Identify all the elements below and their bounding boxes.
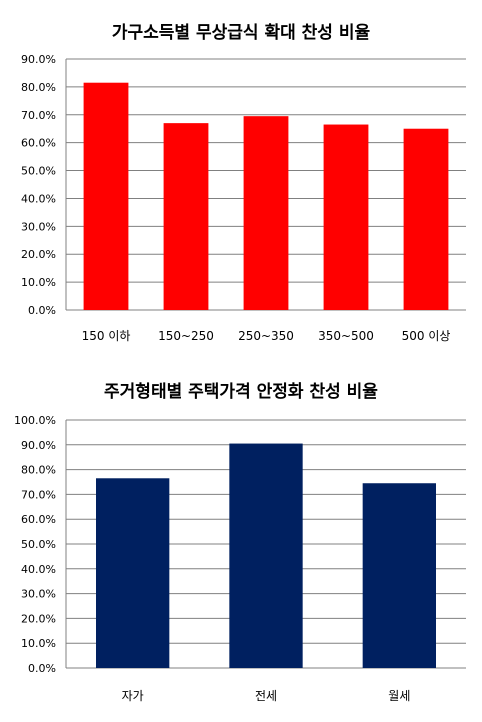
chart-title: 가구소득별 무상급식 확대 찬성 비율 <box>111 23 371 43</box>
housing-chart: 주거형태별 주택가격 안정화 찬성 비율 0.0% 10.0% 20.0% 30.0%… <box>0 362 482 722</box>
bar <box>403 128 449 310</box>
y-tick-label: 70.0% <box>21 488 56 501</box>
x-tick-label: 250~350 <box>238 329 294 343</box>
bar <box>96 478 170 668</box>
chart-title: 주거형태별 주택가격 안정화 찬성 비율 <box>104 382 378 402</box>
y-tick-label: 60.0% <box>21 137 56 150</box>
y-tick-label: 40.0% <box>21 563 56 576</box>
bar <box>323 124 369 311</box>
y-tick-label: 0.0% <box>28 304 56 317</box>
y-tick-label: 20.0% <box>21 248 56 261</box>
y-tick-label: 80.0% <box>21 464 56 477</box>
y-tick-label: 0.0% <box>28 662 56 675</box>
y-tick-label: 100.0% <box>14 414 56 427</box>
y-tick-label: 10.0% <box>21 276 56 289</box>
x-tick-label: 월세 <box>388 689 410 703</box>
y-tick-label: 60.0% <box>21 513 56 526</box>
y-tick-label: 90.0% <box>21 439 56 452</box>
y-tick-label: 90.0% <box>21 53 56 66</box>
x-tick-label: 150~250 <box>158 329 214 343</box>
bar <box>229 443 303 668</box>
y-tick-label: 30.0% <box>21 588 56 601</box>
housing-chart-plot: 0.0% 10.0% 20.0% 30.0% 40.0% 50.0% 60.0% 70.0% 8… <box>14 414 466 703</box>
y-tick-label: 40.0% <box>21 192 56 205</box>
y-tick-label: 30.0% <box>21 220 56 233</box>
x-tick-label: 전세 <box>255 689 277 703</box>
x-tick-label: 자가 <box>122 689 144 703</box>
y-tick-label: 20.0% <box>21 612 56 625</box>
bar <box>163 123 209 311</box>
bar <box>83 82 129 310</box>
x-tick-label: 350~500 <box>318 329 374 343</box>
income-chart-plot: 0.0% 10.0% 20.0% 30.0% 40.0% 50.0% 60.0% 70.0% 8… <box>21 53 466 343</box>
bar <box>362 483 436 668</box>
income-chart: 가구소득별 무상급식 확대 찬성 비율 0.0% 10.0% 20.0% 30.0% 4… <box>21 23 466 343</box>
y-tick-label: 70.0% <box>21 109 56 122</box>
x-tick-label: 150 이하 <box>82 329 131 343</box>
y-tick-label: 50.0% <box>21 538 56 551</box>
y-tick-label: 80.0% <box>21 81 56 94</box>
bar <box>243 116 289 310</box>
x-tick-label: 500 이상 <box>402 329 451 343</box>
y-tick-label: 50.0% <box>21 165 56 178</box>
y-tick-label: 10.0% <box>21 637 56 650</box>
